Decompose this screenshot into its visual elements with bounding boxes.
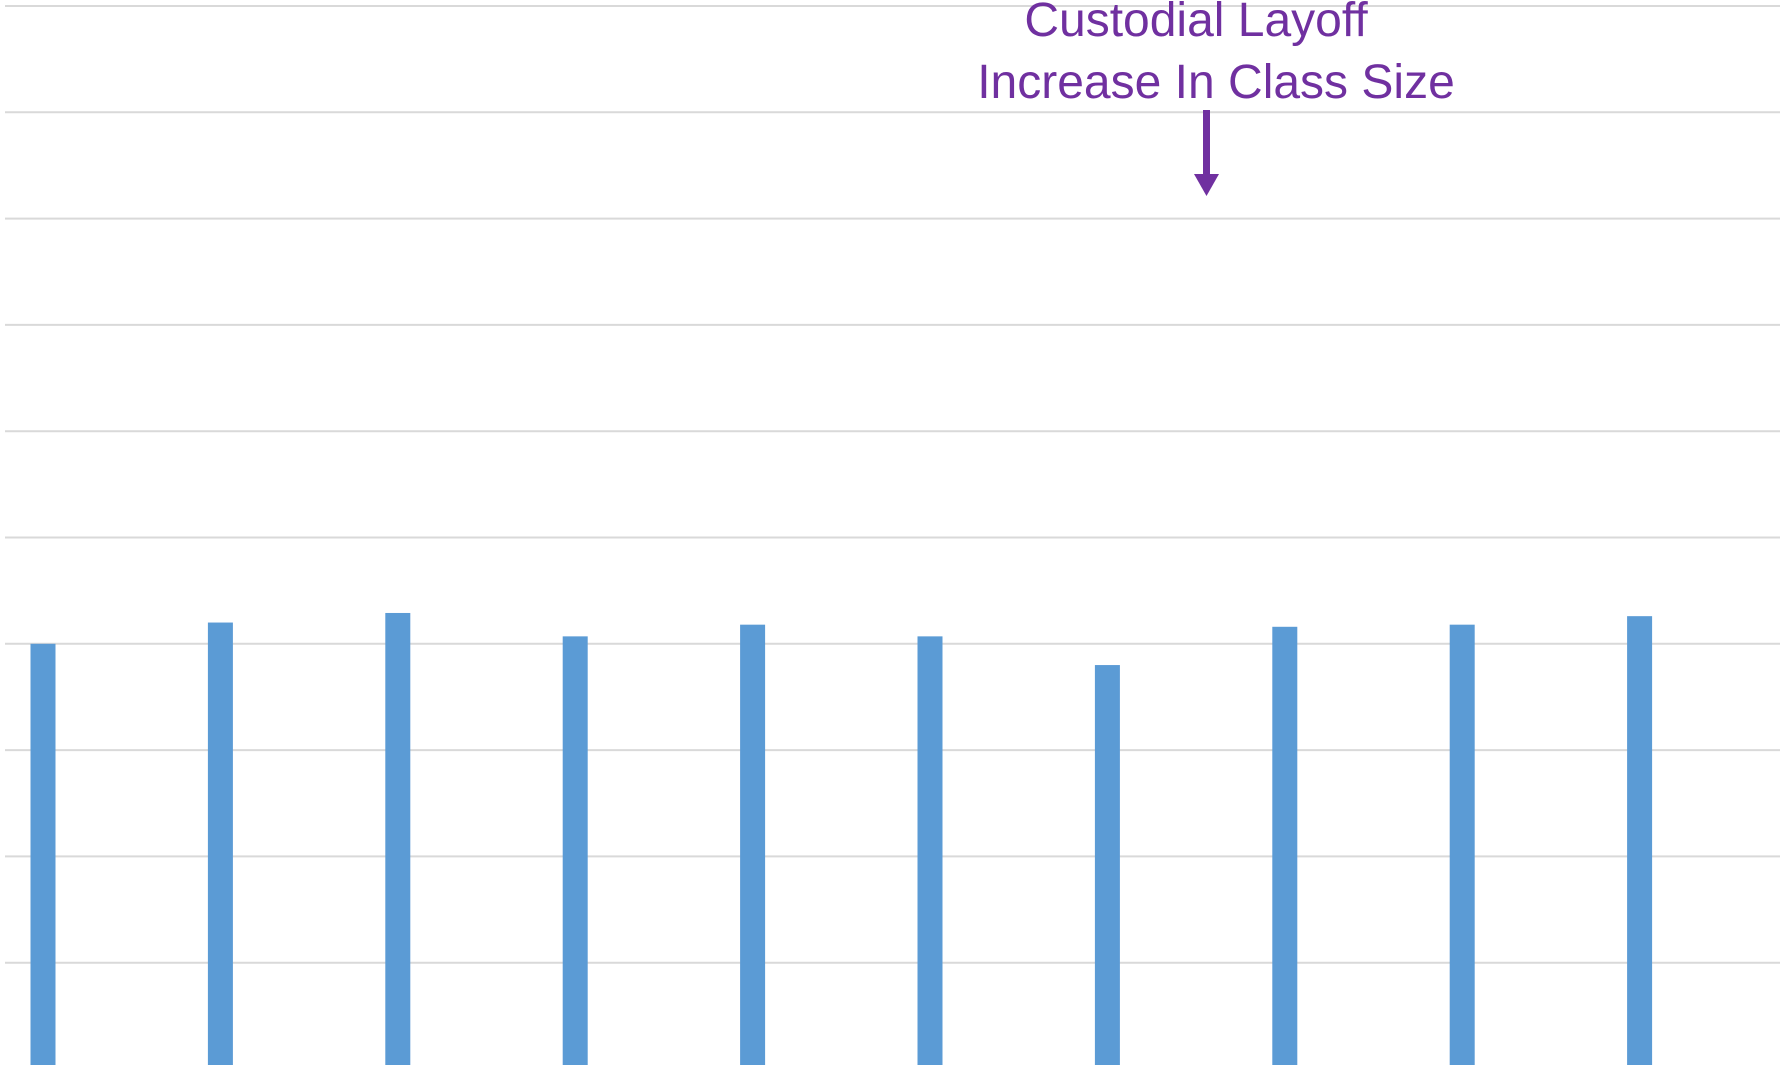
gridlines	[5, 5, 1780, 964]
bar	[1272, 626, 1298, 1065]
bar	[30, 643, 56, 1065]
bar	[562, 636, 588, 1065]
annotation-arrow-shaft	[1203, 110, 1210, 174]
bar	[385, 612, 411, 1065]
annotation-line-1: Custodial Layoff	[1024, 0, 1368, 47]
bar	[1449, 624, 1475, 1065]
bar	[740, 624, 766, 1065]
annotation-line-2: Increase In Class Size	[977, 56, 1455, 109]
bar	[207, 622, 233, 1065]
bar	[1094, 665, 1120, 1065]
annotation-arrow-head	[1194, 174, 1219, 196]
bar	[917, 636, 943, 1065]
bar	[1627, 616, 1653, 1065]
annotation: Custodial Layoff Increase In Class Size	[977, 0, 1455, 196]
bars	[30, 612, 1653, 1065]
